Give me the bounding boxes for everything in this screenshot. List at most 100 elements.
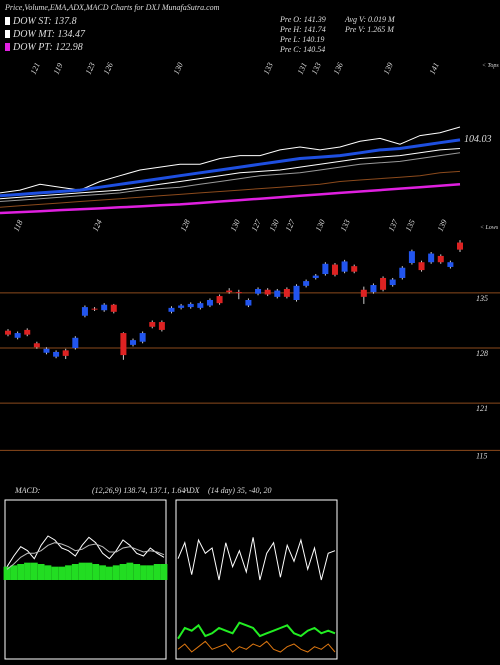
candle-body: [428, 253, 435, 263]
histogram-bar: [153, 564, 161, 580]
lows-label: < Lows: [480, 225, 499, 231]
info-text: Avg V: 0.019 M: [344, 15, 396, 24]
candle-body: [62, 350, 69, 356]
low-label: 135: [404, 218, 417, 233]
histogram-bar: [51, 566, 59, 580]
histogram-bar: [3, 566, 11, 580]
low-label: 130: [268, 218, 281, 233]
histogram-bar: [24, 562, 31, 580]
candle-body: [216, 296, 223, 304]
top-label: 141: [428, 61, 441, 76]
low-label: 139: [436, 218, 449, 233]
candle-body: [53, 351, 60, 357]
candle-body: [120, 333, 127, 356]
adx-line: [177, 640, 336, 653]
histogram-bar: [160, 564, 168, 580]
info-text: Pre H: 141.74: [279, 25, 326, 34]
candle-body: [418, 262, 425, 271]
candle-body: [110, 304, 117, 312]
macd-line: [6, 542, 165, 570]
candle-body: [245, 300, 252, 306]
top-label: 133: [262, 61, 275, 76]
macd-line: [6, 535, 165, 567]
ema-line: [0, 183, 461, 215]
histogram-bar: [71, 564, 79, 580]
legend-entry: DOW ST: 137.8: [12, 16, 77, 27]
legend-entry: DOW PT: 122.98: [12, 42, 83, 53]
histogram-bar: [65, 565, 72, 580]
candle-body: [101, 304, 108, 311]
candle-body: [168, 307, 175, 312]
candle-body: [370, 285, 377, 293]
adx-line: [177, 621, 336, 640]
candle-body: [408, 251, 415, 264]
candle-body: [5, 330, 11, 335]
adx-panel: [175, 499, 338, 660]
low-label: 133: [339, 218, 352, 233]
candle-body: [264, 289, 271, 295]
histogram-bar: [112, 565, 120, 580]
histogram-bar: [37, 564, 45, 580]
top-label: 119: [52, 62, 65, 76]
histogram-bar: [17, 564, 25, 580]
candle-body: [24, 329, 31, 335]
adx-label: ADX: [183, 486, 201, 495]
candle-body: [158, 322, 165, 330]
ema-line: [0, 138, 461, 198]
histogram-bar: [10, 565, 18, 580]
info-text: Pre V: 1.265 M: [344, 25, 395, 34]
top-label: 136: [332, 61, 345, 76]
y-tick-label: 135: [476, 294, 488, 303]
histogram-bar: [92, 564, 100, 580]
candle-body: [399, 267, 406, 278]
info-text: Pre O: 141.39: [279, 15, 326, 24]
histogram-bar: [44, 565, 52, 580]
candle-body: [437, 255, 444, 263]
legend-swatch: [5, 30, 10, 38]
candle-body: [380, 277, 387, 290]
candle-body: [72, 337, 79, 349]
candle-body: [130, 340, 137, 345]
legend-entry: DOW MT: 134.47: [12, 29, 86, 40]
histogram-bar: [30, 562, 38, 580]
y-tick-label: 121: [476, 404, 488, 413]
info-text: Pre C: 140.54: [279, 45, 325, 54]
candle-body: [303, 281, 310, 286]
candle-body: [43, 348, 50, 353]
histogram-bar: [126, 562, 134, 580]
candle-body: [331, 264, 338, 275]
low-label: 130: [314, 218, 327, 233]
candle-body: [341, 261, 348, 272]
candle-body: [14, 333, 21, 338]
candle-body: [139, 333, 146, 342]
top-label: 133: [310, 61, 323, 76]
histogram-bar: [85, 562, 93, 580]
histogram-bar: [119, 564, 127, 580]
top-label: 121: [29, 61, 42, 76]
top-label: 130: [172, 61, 185, 76]
ema-line: [0, 148, 461, 200]
candle-body: [187, 303, 194, 308]
macd-label: MACD:: [14, 486, 41, 495]
ema-line: [0, 170, 461, 208]
candle-body: [274, 290, 281, 297]
histogram-bar: [99, 565, 106, 580]
top-label: 123: [84, 61, 97, 76]
macd-params: (12,26,9) 138.74, 137.1, 1.64: [92, 486, 185, 495]
candle-body: [389, 279, 396, 286]
tops-label: < Tops: [482, 63, 499, 69]
candle-body: [447, 262, 454, 267]
annotation: 104.03: [464, 134, 492, 145]
candle-body: [197, 303, 204, 308]
candle-body: [293, 285, 300, 300]
low-label: 124: [91, 218, 104, 233]
histogram-bar: [105, 566, 113, 580]
candle-body: [81, 307, 88, 316]
low-label: 127: [250, 217, 264, 233]
candle-body: [457, 242, 463, 250]
histogram-bar: [133, 564, 141, 580]
low-label: 127: [284, 217, 298, 233]
candle-body: [255, 288, 262, 294]
candle-body: [226, 290, 233, 293]
top-label: 139: [382, 61, 395, 76]
